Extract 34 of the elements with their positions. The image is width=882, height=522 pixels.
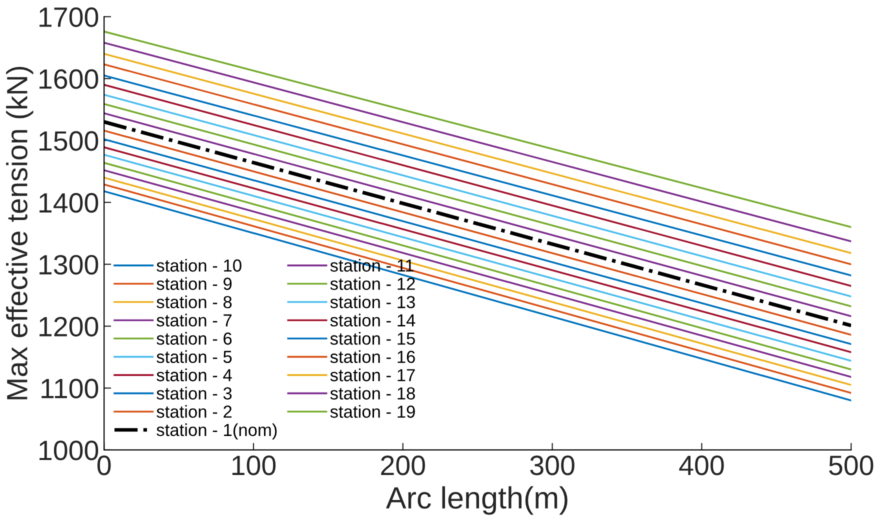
y-tick-label: 1700 (40, 7, 98, 28)
x-tick-label: 500 (829, 456, 874, 476)
legend-label: station - 3 (156, 386, 232, 400)
legend-label: station - 10 (156, 258, 242, 272)
x-tick-label: 300 (530, 456, 574, 476)
legend-label: station - 6 (156, 332, 232, 345)
legend-label: station - 1(nom) (156, 423, 277, 440)
y-axis-title: Max effective tension (kN) (6, 66, 34, 400)
x-axis-title: Arc length(m) (386, 486, 568, 515)
y-tick-label: 1200 (40, 316, 98, 337)
legend-label: station - 9 (156, 277, 232, 290)
y-tick-label: 1100 (42, 378, 98, 398)
legend-label: station - 5 (156, 350, 232, 364)
x-tick-label: 0 (97, 456, 111, 476)
x-tick-label: 200 (381, 456, 425, 476)
legend-label: station - 15 (330, 332, 415, 345)
y-tick-label: 1600 (40, 69, 98, 89)
legend-label: station - 2 (156, 405, 232, 418)
x-tick-label: 400 (679, 456, 724, 476)
legend-label: station - 17 (330, 368, 415, 382)
y-tick-label: 1300 (40, 254, 98, 275)
legend-label: station - 7 (156, 314, 232, 327)
y-tick-label: 1000 (40, 440, 98, 460)
legend-label: station - 16 (330, 350, 415, 364)
legend-label: station - 19 (330, 405, 415, 418)
legend-label: station - 18 (330, 386, 415, 400)
x-tick-label: 100 (232, 456, 276, 476)
legend-label: station - 4 (156, 368, 232, 382)
legend-label: station - 14 (330, 314, 416, 327)
legend-label: station - 13 (330, 295, 415, 308)
y-tick-label: 1400 (40, 193, 98, 213)
y-tick-label: 1500 (40, 131, 98, 151)
legend-label: station - 12 (330, 277, 415, 290)
legend-label: station - 8 (156, 295, 232, 308)
